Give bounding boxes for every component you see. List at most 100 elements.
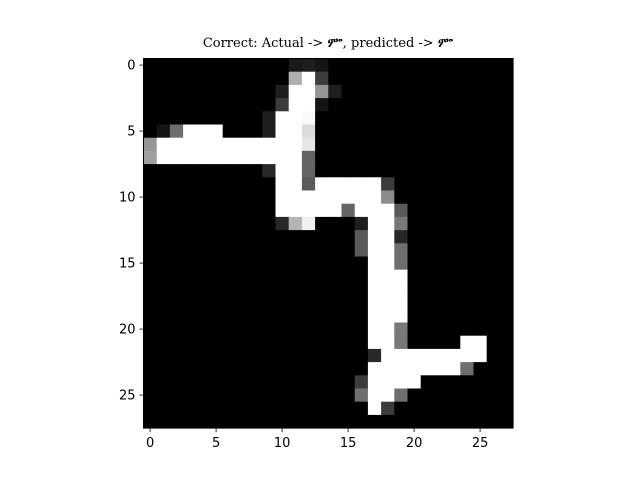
pixel-r18-c20 (407, 296, 422, 310)
pixel-r22-c24 (460, 348, 474, 363)
pixel-r26-c25 (473, 401, 488, 416)
pixel-r1-c8 (249, 71, 263, 86)
pixel-r24-c13 (315, 375, 329, 389)
pixel-r22-c5 (209, 348, 224, 363)
pixel-r25-c5 (209, 388, 224, 403)
pixel-r5-c2 (169, 124, 184, 139)
pixel-r11-c1 (156, 203, 171, 218)
pixel-r19-c18 (381, 309, 395, 323)
pixel-r1-c14 (328, 71, 342, 86)
pixel-r16-c16 (354, 269, 369, 284)
pixel-r25-c6 (222, 388, 237, 403)
pixel-r7-c9 (262, 150, 276, 165)
pixel-r1-c9 (262, 71, 276, 86)
pixel-r11-c13 (315, 203, 329, 218)
pixel-r24-c12 (301, 375, 316, 389)
pixel-grid (143, 58, 514, 429)
pixel-r6-c14 (328, 137, 342, 152)
pixel-r20-c2 (169, 322, 184, 337)
pixel-r3-c9 (262, 98, 276, 112)
pixel-r3-c19 (394, 98, 408, 112)
pixel-r2-c12 (301, 84, 316, 99)
pixel-r5-c0 (143, 124, 158, 139)
pixel-r2-c24 (460, 84, 474, 99)
pixel-r21-c18 (381, 335, 395, 350)
pixel-r25-c9 (262, 388, 276, 403)
pixel-r7-c12 (301, 150, 316, 165)
pixel-r5-c23 (447, 124, 461, 139)
pixel-r13-c3 (183, 230, 197, 244)
pixel-r4-c15 (341, 111, 356, 125)
pixel-r2-c3 (183, 84, 197, 99)
pixel-r22-c26 (486, 348, 501, 363)
pixel-r9-c18 (381, 177, 395, 191)
pixel-r3-c10 (275, 98, 290, 112)
pixel-r6-c17 (367, 137, 382, 152)
x-tick-label: 5 (212, 436, 220, 451)
pixel-r13-c8 (249, 230, 263, 244)
pixel-r15-c8 (249, 256, 263, 271)
pixel-r26-c10 (275, 401, 290, 416)
pixel-r17-c23 (447, 282, 461, 297)
pixel-r12-c9 (262, 216, 276, 231)
pixel-r16-c14 (328, 269, 342, 284)
pixel-r23-c5 (209, 362, 224, 376)
x-tick-label: 15 (340, 436, 357, 451)
pixel-r12-c5 (209, 216, 224, 231)
pixel-r18-c17 (367, 296, 382, 310)
pixel-r25-c12 (301, 388, 316, 403)
pixel-r26-c23 (447, 401, 461, 416)
pixel-r13-c17 (367, 230, 382, 244)
pixel-r4-c9 (262, 111, 276, 125)
pixel-r8-c9 (262, 164, 276, 178)
pixel-r9-c4 (196, 177, 210, 191)
pixel-r13-c23 (447, 230, 461, 244)
pixel-r2-c6 (222, 84, 237, 99)
pixel-r9-c7 (235, 177, 250, 191)
pixel-r4-c6 (222, 111, 237, 125)
pixel-r19-c2 (169, 309, 184, 323)
pixel-r8-c11 (288, 164, 303, 178)
pixel-r13-c12 (301, 230, 316, 244)
pixel-r25-c16 (354, 388, 369, 403)
pixel-r19-c14 (328, 309, 342, 323)
pixel-r21-c6 (222, 335, 237, 350)
pixel-r2-c23 (447, 84, 461, 99)
pixel-r26-c19 (394, 401, 408, 416)
pixel-r22-c8 (249, 348, 263, 363)
pixel-r16-c24 (460, 269, 474, 284)
pixel-r11-c25 (473, 203, 488, 218)
pixel-r9-c15 (341, 177, 356, 191)
pixel-r21-c20 (407, 335, 422, 350)
pixel-r27-c2 (169, 414, 184, 429)
pixel-r13-c7 (235, 230, 250, 244)
pixel-r10-c19 (394, 190, 408, 205)
pixel-r16-c11 (288, 269, 303, 284)
pixel-r24-c17 (367, 375, 382, 389)
pixel-r2-c4 (196, 84, 210, 99)
pixel-r22-c25 (473, 348, 488, 363)
pixel-r19-c9 (262, 309, 276, 323)
pixel-r7-c18 (381, 150, 395, 165)
pixel-r7-c22 (433, 150, 448, 165)
pixel-r11-c7 (235, 203, 250, 218)
pixel-r23-c27 (499, 362, 514, 376)
pixel-r19-c16 (354, 309, 369, 323)
pixel-r11-c4 (196, 203, 210, 218)
pixel-r12-c26 (486, 216, 501, 231)
pixel-r0-c23 (447, 58, 461, 73)
pixel-r19-c22 (433, 309, 448, 323)
pixel-r6-c0 (143, 137, 158, 152)
pixel-r17-c22 (433, 282, 448, 297)
pixel-r3-c22 (433, 98, 448, 112)
pixel-r21-c23 (447, 335, 461, 350)
pixel-r3-c18 (381, 98, 395, 112)
pixel-r2-c22 (433, 84, 448, 99)
pixel-r4-c7 (235, 111, 250, 125)
pixel-r7-c0 (143, 150, 158, 165)
pixel-r12-c24 (460, 216, 474, 231)
pixel-r0-c20 (407, 58, 422, 73)
pixel-r10-c26 (486, 190, 501, 205)
pixel-r13-c4 (196, 230, 210, 244)
pixel-r12-c23 (447, 216, 461, 231)
